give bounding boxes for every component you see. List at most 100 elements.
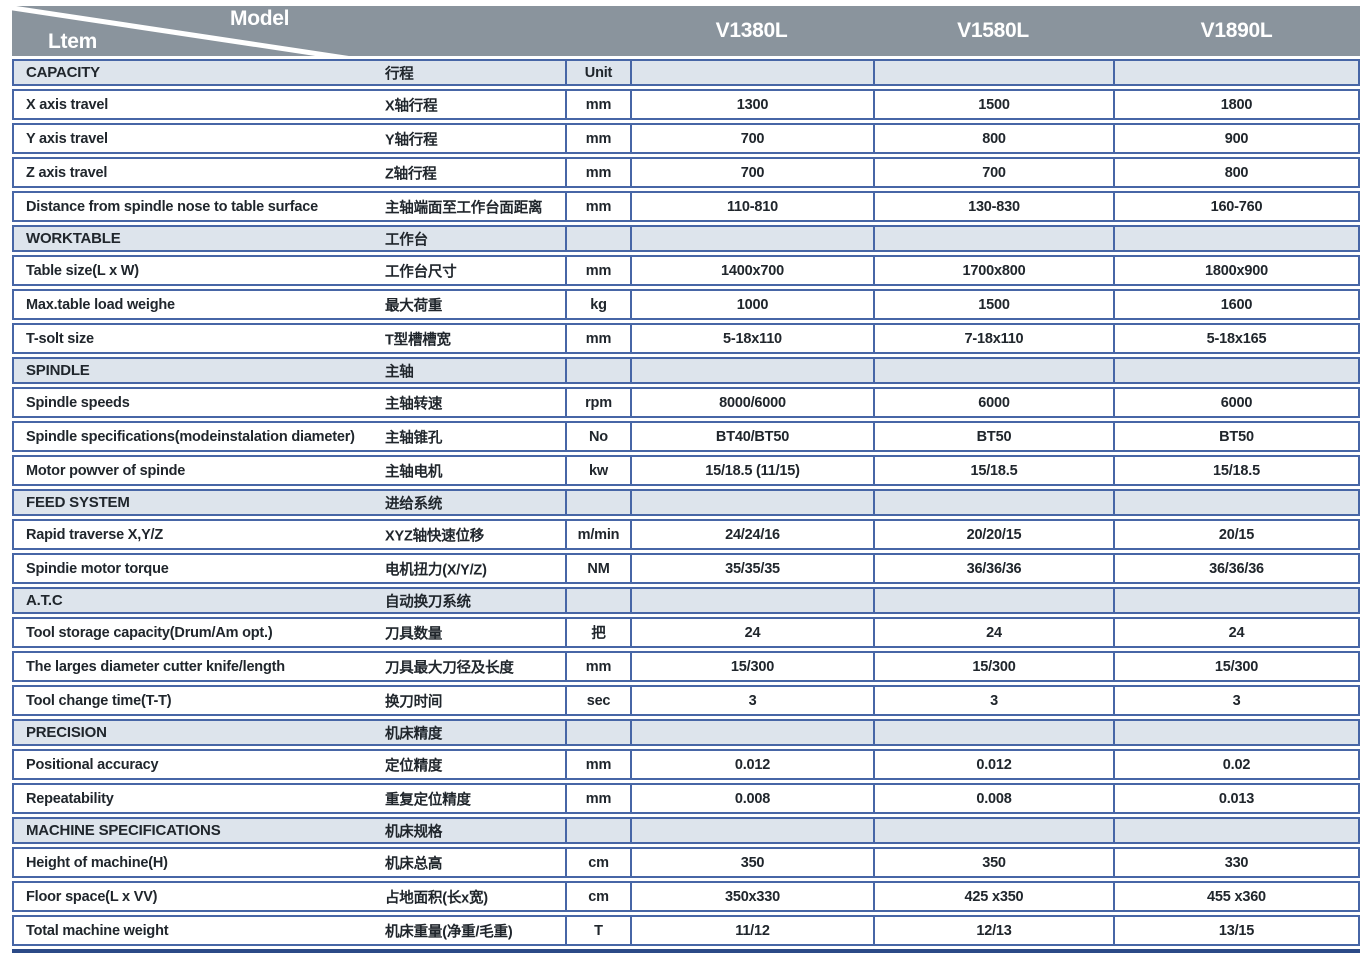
section-title-en: FEED SYSTEM: [26, 494, 130, 511]
spec-unit-cell: rpm: [565, 387, 630, 418]
spec-value-cell-model-3: 36/36/36: [1113, 553, 1360, 584]
spec-unit-cell: 把: [565, 617, 630, 648]
spec-item-en: Floor space(L x VV): [26, 888, 158, 905]
spec-value-cell-model-3: 1800x900: [1113, 255, 1360, 286]
spec-item-en: Height of machine(H): [26, 854, 168, 871]
spec-sheet: Ltem Model V1380L V1580L V1890L CAPACITY…: [12, 6, 1360, 953]
spec-item: Total machine weight 机床重量(净重/毛重): [12, 915, 565, 946]
spec-value-cell-model-1: 350x330: [630, 881, 873, 912]
spec-row: Y axis travel Y轴行程 mm 700 800 900: [12, 123, 1360, 154]
section-empty-cell: [873, 587, 1113, 614]
spec-unit-cell: cm: [565, 881, 630, 912]
spec-unit-cell: mm: [565, 783, 630, 814]
spec-value-cell-model-3: BT50: [1113, 421, 1360, 452]
section-unit-cell: Unit: [565, 59, 630, 86]
spec-value-cell-model-1: 8000/6000: [630, 387, 873, 418]
spec-item-en: Tool change time(T-T): [26, 692, 172, 709]
table-header-band: Ltem Model V1380L V1580L V1890L: [12, 6, 1360, 56]
spec-item: Motor powver of spinde 主轴电机: [12, 455, 565, 486]
spec-value-cell-model-3: 330: [1113, 847, 1360, 878]
spec-row: Repeatability 重复定位精度 mm 0.008 0.008 0.013: [12, 783, 1360, 814]
spec-item-en: Table size(L x W): [26, 262, 139, 279]
spec-item-cn: 工作台尺寸: [385, 264, 457, 280]
spec-item: X axis travel X轴行程: [12, 89, 565, 120]
spec-row: Spindie motor torque 电机扭力(X/Y/Z) NM 35/35/3…: [12, 553, 1360, 584]
spec-item: Spindie motor torque 电机扭力(X/Y/Z): [12, 553, 565, 584]
spec-item-cn: 重复定位精度: [385, 792, 471, 808]
spec-value-cell-model-2: 425 x350: [873, 881, 1113, 912]
spec-item-cn: 主轴电机: [385, 464, 443, 480]
spec-value-cell-model-2: BT50: [873, 421, 1113, 452]
spec-unit-cell: cm: [565, 847, 630, 878]
section-title: SPINDLE 主轴: [12, 357, 565, 384]
spec-value-cell-model-2: 0.012: [873, 749, 1113, 780]
section-title: WORKTABLE 工作台: [12, 225, 565, 252]
spec-value-cell-model-1: 15/18.5 (11/15): [630, 455, 873, 486]
spec-row: Rapid traverse X,Y/Z XYZ轴快速位移 m/min 24/24/1…: [12, 519, 1360, 550]
spec-row: Height of machine(H) 机床总高 cm 350 350 330: [12, 847, 1360, 878]
section-empty-cell: [1113, 225, 1360, 252]
spec-item-cn: X轴行程: [385, 98, 438, 114]
section-title: CAPACITY 行程: [12, 59, 565, 86]
bottom-bar: [12, 949, 1360, 953]
spec-item-cn: Z轴行程: [385, 166, 437, 182]
section-row: SPINDLE 主轴: [12, 357, 1360, 384]
spec-item: T-solt size T型槽槽宽: [12, 323, 565, 354]
section-title-en: SPINDLE: [26, 362, 90, 379]
section-title-en: A.T.C: [26, 592, 63, 609]
spec-row: Tool storage capacity(Drum/Am opt.) 刀具数量 把…: [12, 617, 1360, 648]
spec-unit-cell: mm: [565, 651, 630, 682]
section-title-cn: 机床精度: [385, 726, 443, 742]
spec-value-cell-model-1: 1400x700: [630, 255, 873, 286]
spec-item: Height of machine(H) 机床总高: [12, 847, 565, 878]
spec-item-cn: 主轴端面至工作台面距离: [385, 200, 543, 216]
spec-item-cn: 刀具数量: [385, 626, 443, 642]
spec-item-en: Spindie motor torque: [26, 560, 169, 577]
spec-value-cell-model-2: 130-830: [873, 191, 1113, 222]
spec-item-cn: 主轴锥孔: [385, 430, 443, 446]
spec-unit-cell: mm: [565, 123, 630, 154]
spec-item-en: Max.table load weighe: [26, 296, 175, 313]
section-unit-cell: [565, 719, 630, 746]
spec-value-cell-model-2: 7-18x110: [873, 323, 1113, 354]
section-unit-cell: [565, 489, 630, 516]
spec-value-cell-model-1: 24: [630, 617, 873, 648]
spec-row: The larges diameter cutter knife/length 刀…: [12, 651, 1360, 682]
spec-item-cn: 机床总高: [385, 856, 443, 872]
section-row: PRECISION 机床精度: [12, 719, 1360, 746]
spec-row: Positional accuracy 定位精度 mm 0.012 0.012 0.02: [12, 749, 1360, 780]
section-title-cn: 进给系统: [385, 496, 443, 512]
spec-unit-cell: mm: [565, 749, 630, 780]
spec-row: Floor space(L x VV) 占地面积(长x宽) cm 350x330 425…: [12, 881, 1360, 912]
spec-value-cell-model-2: 0.008: [873, 783, 1113, 814]
section-empty-cell: [1113, 817, 1360, 844]
spec-unit-cell: mm: [565, 255, 630, 286]
spec-unit-cell: sec: [565, 685, 630, 716]
spec-value-cell-model-3: 15/18.5: [1113, 455, 1360, 486]
spec-value-cell-model-1: 3: [630, 685, 873, 716]
section-empty-cell: [1113, 719, 1360, 746]
spec-value-cell-model-2: 1500: [873, 89, 1113, 120]
header-item-label: Ltem: [48, 30, 97, 53]
spec-value-cell-model-2: 20/20/15: [873, 519, 1113, 550]
model-column-header-3: V1890L: [1200, 19, 1273, 42]
spec-value-cell-model-3: 0.013: [1113, 783, 1360, 814]
section-empty-cell: [873, 357, 1113, 384]
section-unit-cell: [565, 817, 630, 844]
spec-value-cell-model-1: 5-18x110: [630, 323, 873, 354]
section-empty-cell: [873, 59, 1113, 86]
spec-value-cell-model-1: 11/12: [630, 915, 873, 946]
spec-value-cell-model-2: 15/300: [873, 651, 1113, 682]
spec-row: Table size(L x W) 工作台尺寸 mm 1400x700 1700x800…: [12, 255, 1360, 286]
spec-item-cn: XYZ轴快速位移: [385, 528, 485, 544]
spec-item-cn: T型槽槽宽: [385, 332, 451, 348]
spec-item-en: Positional accuracy: [26, 756, 159, 773]
spec-item-en: Spindle specifications(modeinstalation d…: [26, 428, 355, 445]
spec-value-cell-model-1: 110-810: [630, 191, 873, 222]
spec-row: Spindle specifications(modeinstalation d…: [12, 421, 1360, 452]
model-column-header-2: V1580L: [957, 19, 1029, 42]
spec-value-cell-model-1: 700: [630, 123, 873, 154]
spec-item-cn: 主轴转速: [385, 396, 443, 412]
section-title: MACHINE SPECIFICATIONS 机床规格: [12, 817, 565, 844]
spec-value-cell-model-1: 700: [630, 157, 873, 188]
